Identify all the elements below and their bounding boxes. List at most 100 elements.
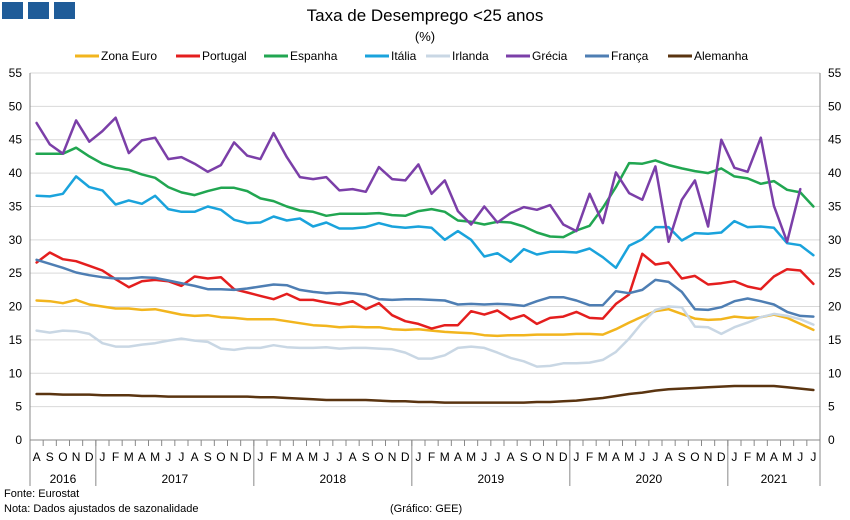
legend-label-grecia: Grécia: [532, 49, 568, 63]
y-tick-label-right: 15: [828, 333, 842, 347]
logo-block-3: [54, 2, 75, 19]
month-label: D: [717, 450, 726, 464]
series-line-irlanda: [35, 305, 815, 368]
month-label: N: [72, 450, 81, 464]
month-label: F: [112, 450, 119, 464]
year-label: 2020: [635, 472, 662, 486]
month-label: A: [138, 450, 146, 464]
year-label: 2021: [761, 472, 788, 486]
y-tick-label-left: 40: [9, 166, 23, 180]
y-tick-label-left: 20: [9, 300, 23, 314]
adjustment-note: Nota: Dados ajustados de sazonalidade: [4, 503, 199, 515]
credit-note: (Gráfico: GEE): [390, 503, 463, 515]
month-label: A: [33, 450, 41, 464]
month-label: J: [573, 450, 579, 464]
y-tick-label-right: 10: [828, 366, 842, 380]
month-label: A: [665, 450, 673, 464]
month-label: J: [336, 450, 342, 464]
y-tick-label-right: 50: [828, 99, 842, 113]
month-label: O: [690, 450, 699, 464]
month-label: A: [507, 450, 515, 464]
y-tick-label-left: 35: [9, 199, 23, 213]
month-label: D: [243, 450, 252, 464]
month-label: J: [639, 450, 645, 464]
month-label: O: [532, 450, 541, 464]
month-label: F: [428, 450, 435, 464]
y-tick-label-right: 20: [828, 300, 842, 314]
month-label: O: [58, 450, 67, 464]
series-line-alemanha: [35, 384, 815, 404]
month-label: F: [270, 450, 277, 464]
legend-label-zona-euro: Zona Euro: [101, 49, 157, 63]
y-tick-label-left: 5: [15, 400, 22, 414]
y-tick-label-right: 25: [828, 266, 842, 280]
month-label: A: [191, 450, 199, 464]
month-label: F: [586, 450, 593, 464]
y-tick-label-right: 35: [828, 199, 842, 213]
month-label: M: [440, 450, 450, 464]
y-tick-label-right: 45: [828, 133, 842, 147]
month-label: N: [546, 450, 555, 464]
month-label: M: [308, 450, 318, 464]
logo-block-2: [28, 2, 49, 19]
month-label: N: [388, 450, 397, 464]
legend: Zona Euro Portugal Espanha Itália Irlanda Gré…: [75, 49, 748, 63]
y-tick-label-left: 10: [9, 366, 23, 380]
series-line-espanha: [35, 146, 815, 239]
month-label: D: [559, 450, 568, 464]
month-label: M: [598, 450, 608, 464]
y-tick-label-left: 45: [9, 133, 23, 147]
month-label: M: [150, 450, 160, 464]
month-label: D: [85, 450, 94, 464]
series-line-italia: [35, 175, 815, 270]
y-tick-label-left: 50: [9, 99, 23, 113]
month-label: N: [704, 450, 713, 464]
chart-subtitle: (%): [414, 29, 436, 44]
year-label: 2017: [161, 472, 188, 486]
chart-title: Taxa de Desemprego <25 anos: [306, 6, 544, 25]
month-label: M: [466, 450, 476, 464]
month-label: J: [323, 450, 329, 464]
month-label: S: [362, 450, 370, 464]
month-label: S: [678, 450, 686, 464]
source-note: Fonte: Eurostat: [4, 488, 80, 500]
series-line-franca: [35, 258, 815, 318]
month-label: S: [46, 450, 54, 464]
month-label: O: [216, 450, 225, 464]
y-tick-label-left: 0: [15, 433, 22, 447]
legend-label-alemanha: Alemanha: [694, 49, 748, 63]
month-label: J: [178, 450, 184, 464]
month-label: A: [454, 450, 462, 464]
month-label: J: [652, 450, 658, 464]
y-tick-label-right: 55: [828, 66, 842, 80]
month-label: M: [282, 450, 292, 464]
month-label: N: [230, 450, 239, 464]
legend-label-espanha: Espanha: [290, 49, 338, 63]
y-tick-label-left: 55: [9, 66, 23, 80]
month-label: A: [612, 450, 620, 464]
month-label: J: [257, 450, 263, 464]
year-label: 2019: [477, 472, 504, 486]
month-label: M: [624, 450, 634, 464]
year-label: 2018: [319, 472, 346, 486]
legend-label-portugal: Portugal: [202, 49, 247, 63]
y-tick-label-left: 30: [9, 233, 23, 247]
year-label: 2016: [50, 472, 77, 486]
month-label: J: [731, 450, 737, 464]
y-tick-label-right: 30: [828, 233, 842, 247]
y-tick-label-right: 0: [828, 433, 835, 447]
month-label: S: [204, 450, 212, 464]
month-label: J: [810, 450, 816, 464]
series-line-grecia: [35, 116, 802, 244]
y-tick-label-left: 25: [9, 266, 23, 280]
month-label: D: [401, 450, 410, 464]
legend-label-irlanda: Irlanda: [452, 49, 489, 63]
month-label: A: [349, 450, 357, 464]
month-label: J: [165, 450, 171, 464]
month-label: A: [770, 450, 778, 464]
y-tick-label-left: 15: [9, 333, 23, 347]
month-label: M: [124, 450, 134, 464]
y-tick-label-right: 40: [828, 166, 842, 180]
